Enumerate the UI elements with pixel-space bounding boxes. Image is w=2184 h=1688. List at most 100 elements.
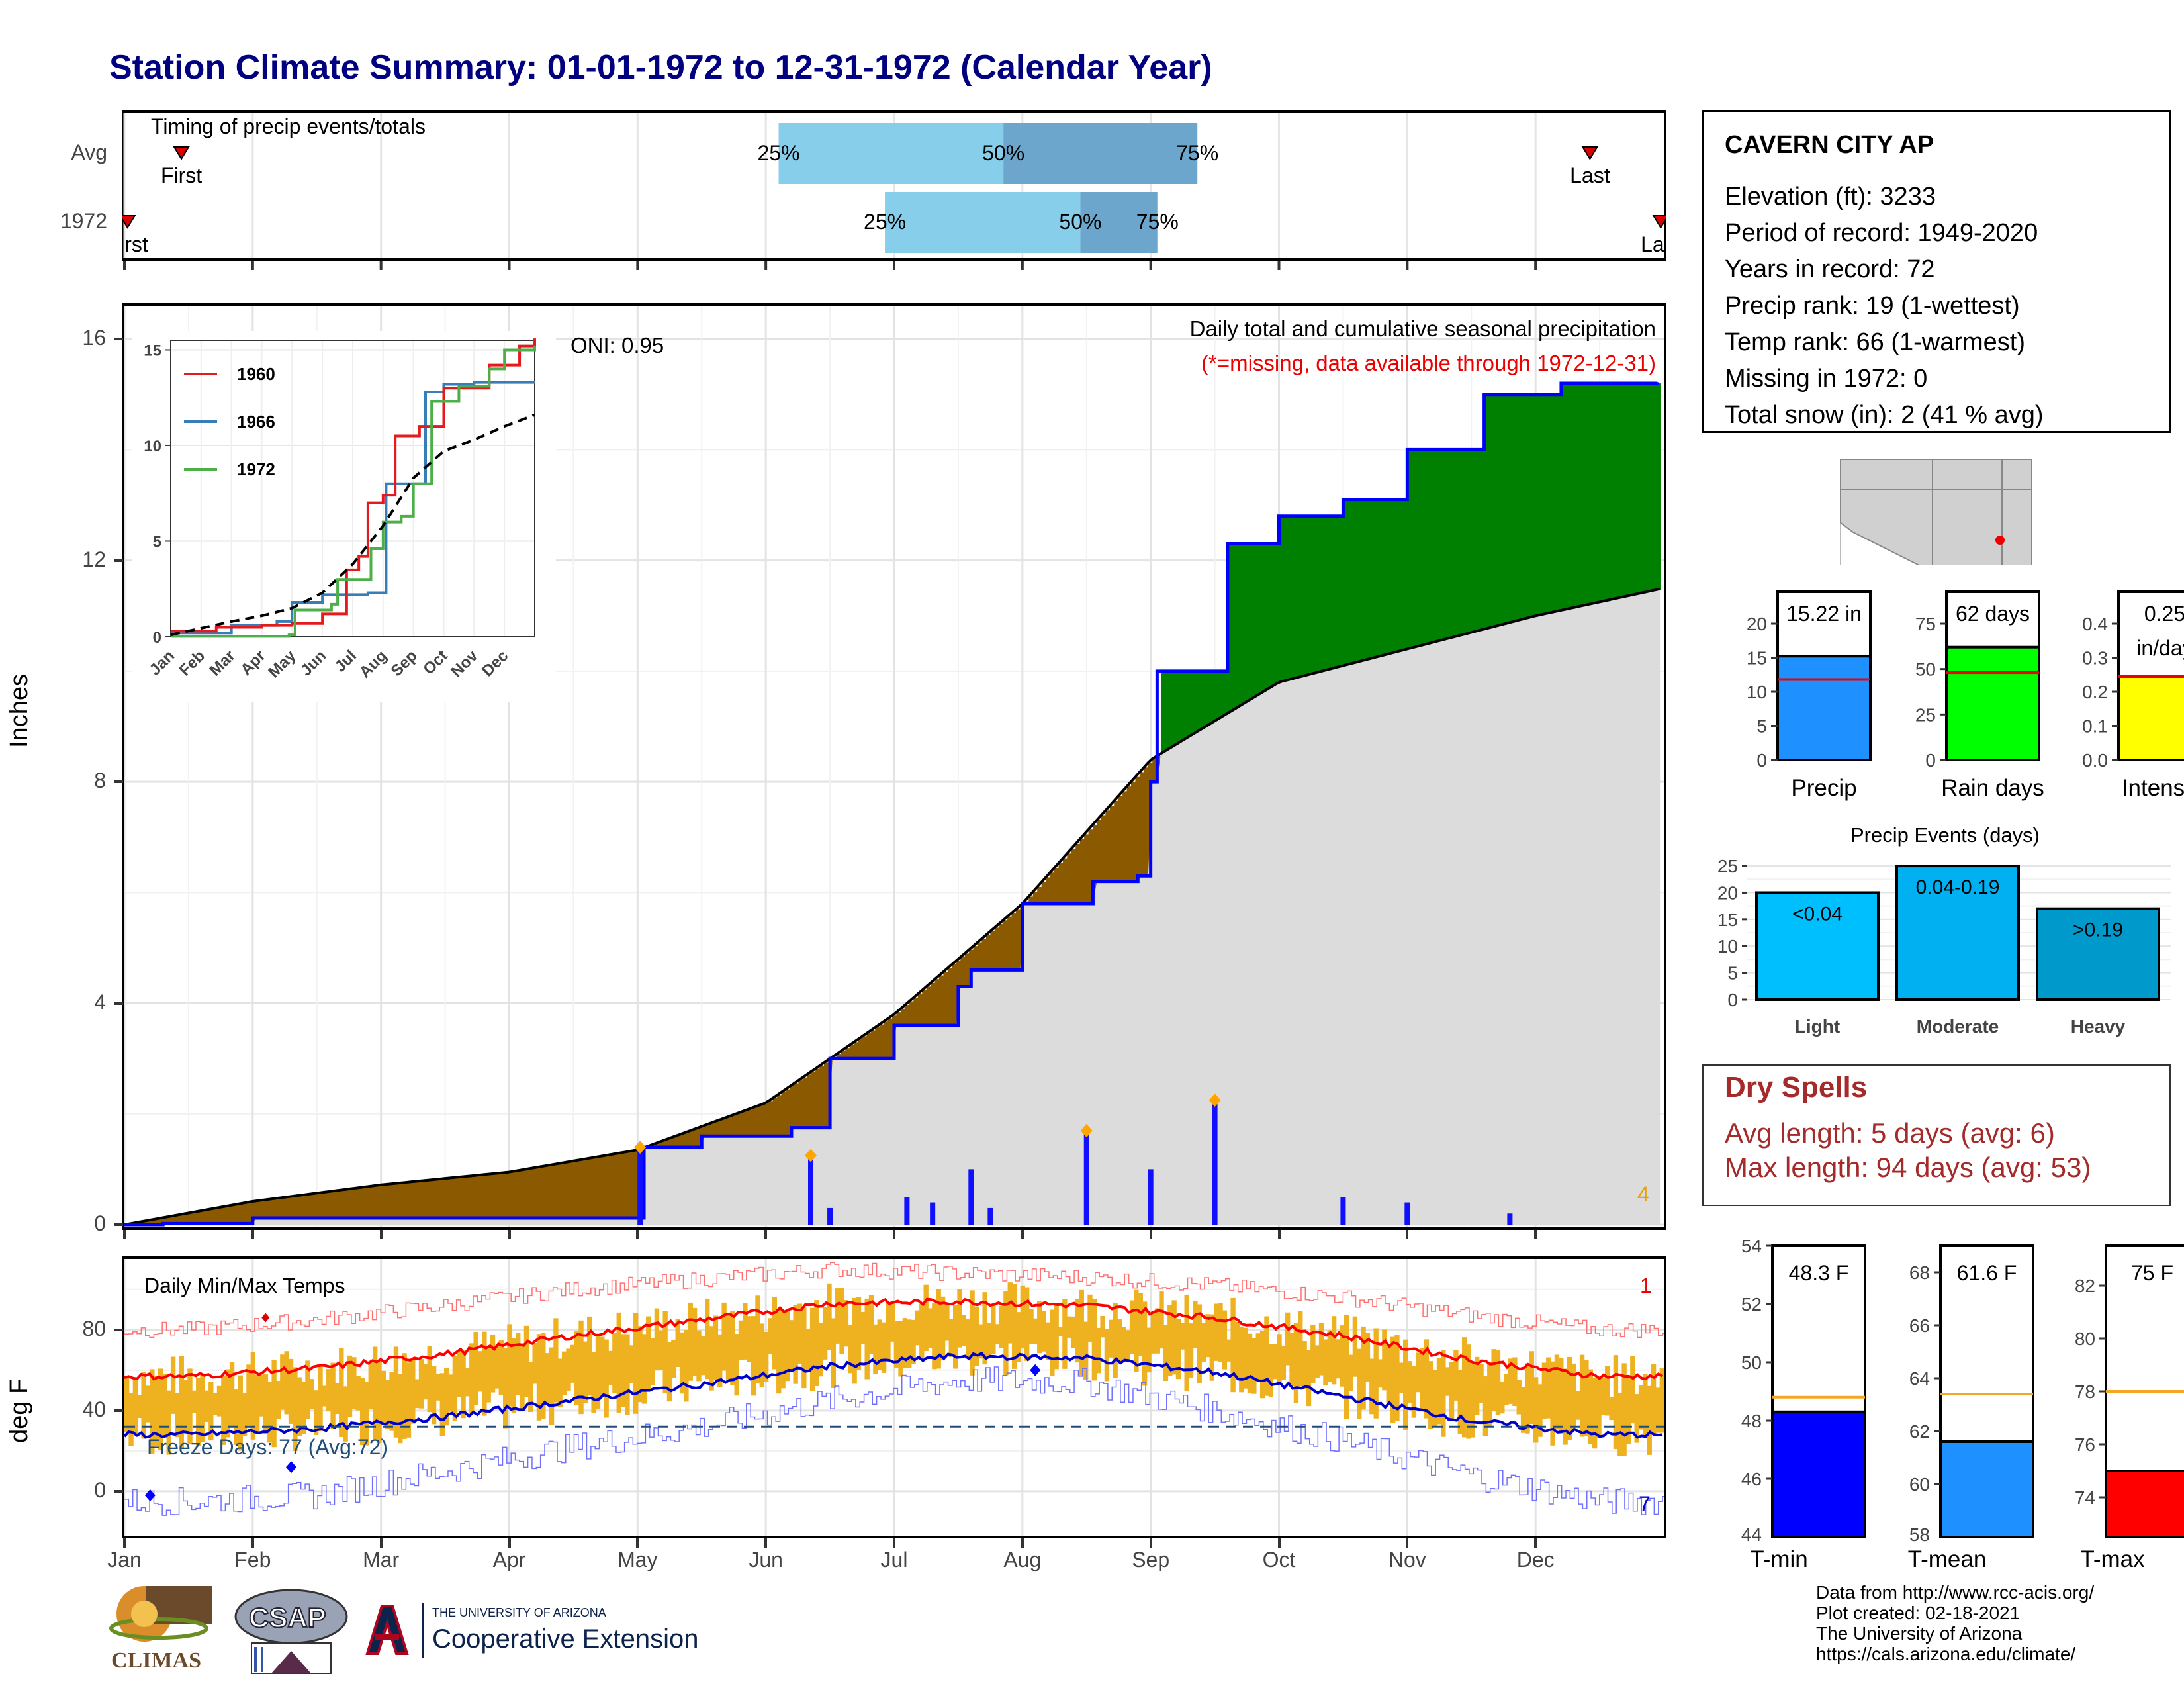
daily-temp-bar xyxy=(1567,1356,1572,1440)
precip-diff-area xyxy=(1587,383,1592,605)
daily-temp-bar xyxy=(448,1374,453,1412)
precip-diff-area xyxy=(572,1161,577,1218)
daily-temp-bar xyxy=(334,1382,340,1415)
precip-diff-area xyxy=(1383,499,1388,656)
daily-temp-bar xyxy=(1344,1315,1349,1419)
temp-bar-value: 61.6 F xyxy=(1957,1261,2017,1285)
precip-diff-area xyxy=(482,1174,488,1218)
daily-temp-bar xyxy=(494,1344,500,1389)
daily-temp-bar xyxy=(574,1331,580,1405)
events-tick-label: 10 xyxy=(1717,936,1738,957)
temp-bar-name: T-min xyxy=(1750,1546,1808,1572)
timing-pct-label: 75% xyxy=(1136,210,1179,234)
dry-spells-box xyxy=(1702,1064,2171,1206)
daily-temp-bar xyxy=(1184,1294,1189,1391)
station-info-line: Precip rank: 19 (1-wettest) xyxy=(1725,292,2020,320)
precip-ylabel: Inches xyxy=(5,674,33,748)
precip-diff-area xyxy=(1433,449,1439,642)
precip-diff-area xyxy=(457,1177,462,1218)
precip-diff-area xyxy=(884,1021,889,1059)
inset-background xyxy=(132,331,556,702)
precip-xtick xyxy=(636,1230,639,1239)
precip-diff-area xyxy=(1229,543,1234,713)
events-title: Precip Events (days) xyxy=(1850,823,2040,847)
precip-diff-area xyxy=(1071,849,1077,904)
precip-diff-area xyxy=(1046,877,1051,904)
precip-diff-area xyxy=(1314,516,1320,673)
event-bar xyxy=(2036,907,2160,1001)
daily-temp-bar xyxy=(1592,1378,1598,1449)
precip-xtick xyxy=(1021,1230,1024,1239)
summary-tick-label: 15 xyxy=(1747,648,1767,669)
daily-temp-bar xyxy=(1264,1316,1269,1396)
precip-diff-area xyxy=(576,1160,582,1218)
month-axis-label: Oct xyxy=(1262,1548,1296,1571)
precip-diff-area xyxy=(414,1181,420,1218)
daily-temp-bar xyxy=(873,1324,878,1374)
month-tick xyxy=(1534,1538,1537,1548)
month-tick xyxy=(636,1538,639,1548)
daily-temp-bar xyxy=(1579,1354,1585,1437)
precip-diff-area xyxy=(1037,886,1042,904)
precip-title: Daily total and cumulative seasonal prec… xyxy=(1189,316,1656,341)
precip-diff-area xyxy=(704,1125,709,1137)
daily-temp-bar xyxy=(1563,1368,1568,1445)
daily-temp-bar xyxy=(843,1300,849,1347)
daily-temp-bar xyxy=(713,1315,719,1380)
precip-diff-area xyxy=(1387,499,1392,655)
precip-diff-area xyxy=(244,1203,249,1224)
precip-diff-area xyxy=(1254,543,1260,697)
precip-diff-area xyxy=(619,1152,624,1218)
precip-diff-area xyxy=(256,1201,262,1218)
daily-temp-bar xyxy=(591,1352,596,1413)
precip-diff-area xyxy=(312,1194,317,1218)
daily-temp-bar xyxy=(1293,1323,1299,1403)
daily-temp-bar xyxy=(827,1283,832,1350)
month-axis-label: Dec xyxy=(1516,1548,1555,1571)
daily-temp-bar xyxy=(1609,1397,1614,1421)
precip-diff-area xyxy=(235,1204,240,1224)
temp-bar-tick-label: 54 xyxy=(1741,1238,1762,1256)
station-info-line: Total snow (in): 2 (41 % avg) xyxy=(1725,401,2044,429)
precip-diff-area xyxy=(512,1171,518,1218)
temp-bar-tick-label: 52 xyxy=(1741,1294,1762,1315)
precip-diff-area xyxy=(432,1180,437,1218)
station-info-line: Missing in 1972: 0 xyxy=(1725,365,1928,393)
precip-diff-area xyxy=(1135,776,1140,882)
footer-line: Plot created: 02-18-2021 xyxy=(1816,1603,2021,1623)
daily-temp-bar xyxy=(696,1330,702,1382)
footer-line: The University of Arizona xyxy=(1816,1623,2023,1644)
precip-diff-area xyxy=(1062,858,1068,904)
daily-temp-bar xyxy=(355,1376,361,1411)
inset-ytick-label: 10 xyxy=(144,438,161,455)
temp-bar-tick-label: 78 xyxy=(2075,1382,2095,1402)
daily-temp-bar xyxy=(1213,1303,1219,1361)
daily-temp-bar xyxy=(271,1360,277,1448)
precip-ytick-label: 16 xyxy=(82,326,106,350)
precip-diff-area xyxy=(922,990,927,1025)
precip-diff-area xyxy=(1378,499,1384,657)
precip-xtick xyxy=(251,1230,254,1239)
precip-diff-area xyxy=(666,1139,671,1147)
daily-temp-bar xyxy=(620,1334,626,1407)
daily-temp-bar xyxy=(889,1301,895,1342)
summary-bar xyxy=(1945,645,2040,761)
precip-ytick xyxy=(114,338,123,341)
daily-temp-bar xyxy=(915,1310,921,1346)
precip-diff-area xyxy=(1477,449,1482,632)
precip-diff-area xyxy=(1259,543,1264,694)
daily-temp-bar xyxy=(1171,1300,1177,1375)
daily-temp-bar xyxy=(339,1348,344,1437)
daily-temp-bar xyxy=(856,1297,862,1370)
daily-temp-bar xyxy=(801,1307,807,1389)
daily-temp-bar xyxy=(284,1351,289,1415)
precip-diff-area xyxy=(938,975,944,1025)
precip-diff-area xyxy=(363,1187,369,1218)
month-axis-label: May xyxy=(617,1548,658,1571)
precip-diff-area xyxy=(631,1150,637,1218)
station-info-line: Period of record: 1949-2020 xyxy=(1725,219,2038,247)
daily-temp-bar xyxy=(776,1308,782,1394)
precip-diff-area xyxy=(845,1048,850,1059)
daily-temp-bar xyxy=(368,1360,373,1409)
daily-temp-bar xyxy=(684,1329,689,1402)
